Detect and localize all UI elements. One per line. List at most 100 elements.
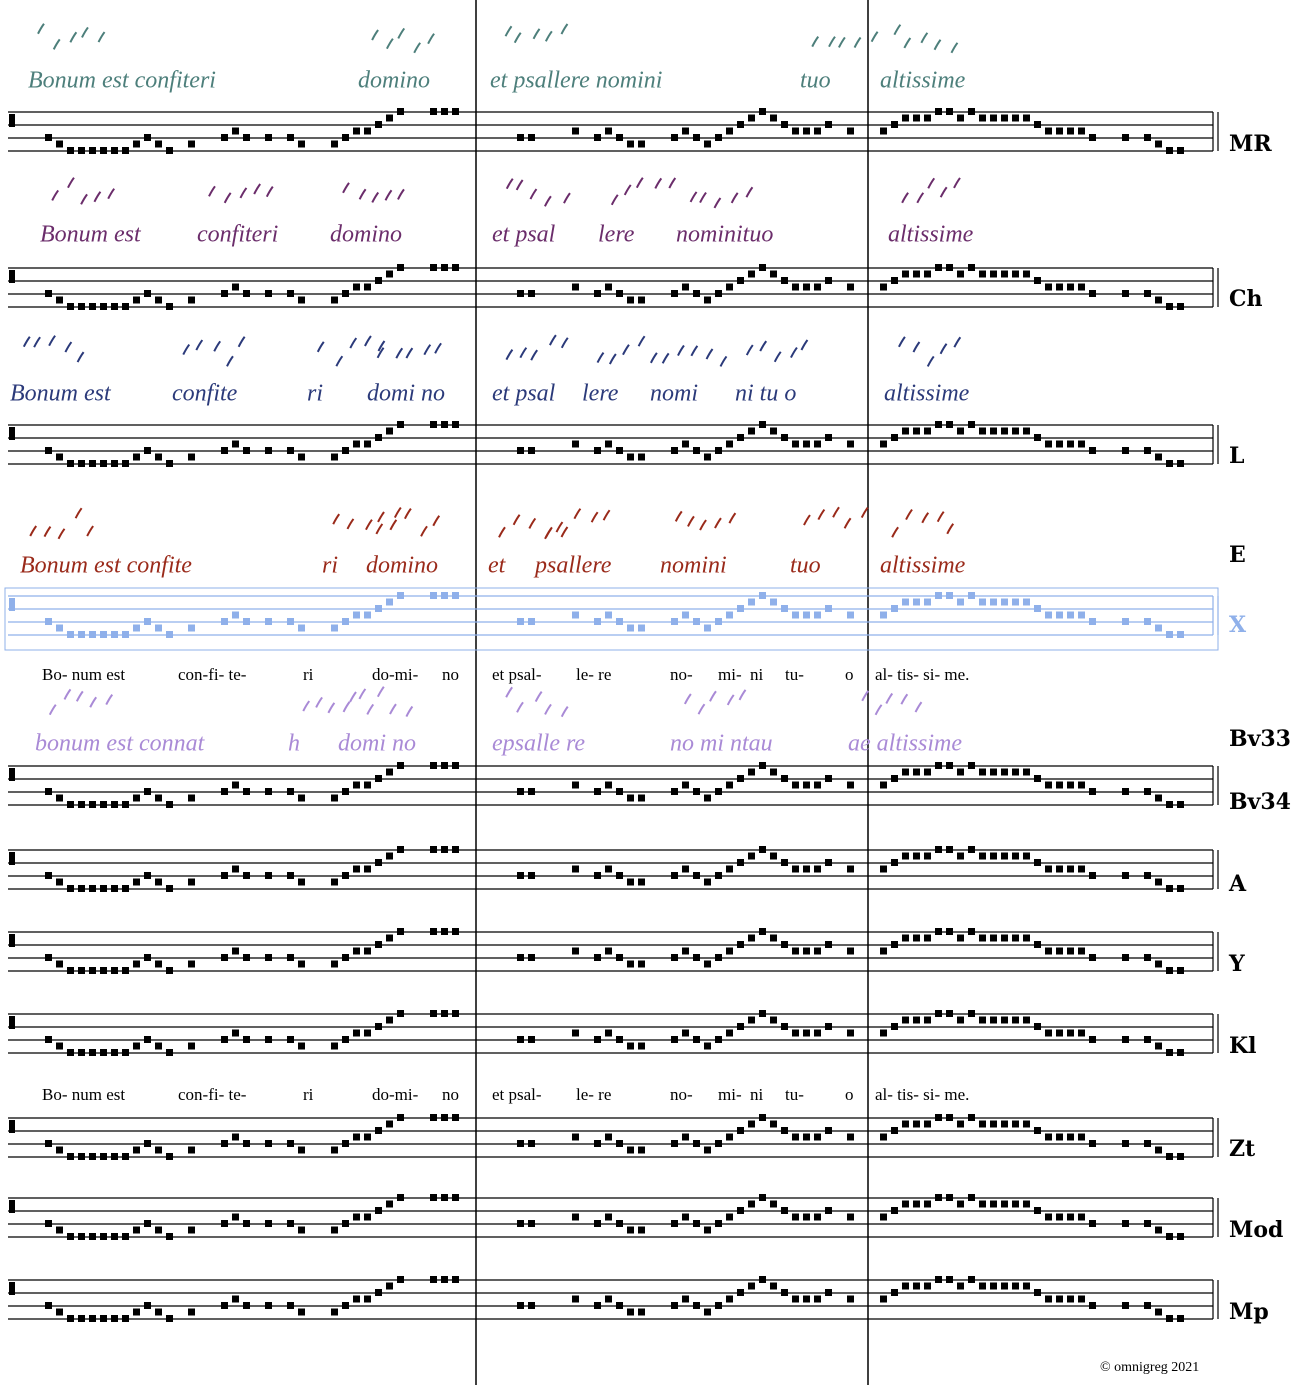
note xyxy=(572,947,579,955)
note xyxy=(188,140,195,148)
note xyxy=(144,134,151,141)
note xyxy=(1012,1016,1019,1024)
note xyxy=(1166,1315,1173,1322)
note xyxy=(935,264,942,271)
note xyxy=(1177,801,1184,808)
note xyxy=(155,794,162,802)
neume-stroke xyxy=(434,342,442,354)
neume-stroke xyxy=(377,340,386,352)
lyric: al- tis- si- me. xyxy=(875,1085,969,1104)
note xyxy=(902,1120,909,1128)
note xyxy=(671,954,678,961)
note xyxy=(528,788,535,795)
note xyxy=(759,1276,766,1283)
note xyxy=(704,624,711,632)
neume-stroke xyxy=(885,692,894,704)
note xyxy=(957,852,964,860)
note xyxy=(1155,794,1162,802)
note xyxy=(89,631,96,638)
note xyxy=(1155,453,1162,461)
lyric: al- tis- si- me. xyxy=(875,665,969,684)
note xyxy=(56,453,63,461)
note xyxy=(1045,1213,1052,1221)
note xyxy=(1166,967,1173,974)
clef xyxy=(9,427,15,440)
note xyxy=(441,1194,448,1201)
note xyxy=(144,1036,151,1043)
manuscript-text: et psallere nomini xyxy=(490,68,662,94)
note xyxy=(232,1213,239,1221)
note xyxy=(287,1220,294,1227)
neume-stroke xyxy=(738,689,747,701)
note xyxy=(935,846,942,853)
note xyxy=(1078,1029,1085,1037)
note xyxy=(1078,440,1085,448)
neume-stroke xyxy=(903,37,912,49)
note xyxy=(221,1302,228,1309)
note xyxy=(704,1226,711,1234)
manuscript-text: ni tu o xyxy=(735,381,796,407)
note xyxy=(56,1042,63,1050)
note xyxy=(78,1315,85,1322)
note xyxy=(924,934,931,942)
note xyxy=(517,134,524,141)
note xyxy=(671,1140,678,1147)
note xyxy=(1056,865,1063,873)
note xyxy=(1001,427,1008,435)
manuscript-text: domino xyxy=(366,553,438,579)
neume-stroke xyxy=(623,184,632,196)
note xyxy=(715,954,722,961)
note xyxy=(990,934,997,942)
neume-stroke xyxy=(690,345,699,357)
note xyxy=(232,611,239,619)
note xyxy=(1034,1023,1041,1030)
neume-stroke xyxy=(43,526,52,538)
note xyxy=(89,1049,96,1056)
note xyxy=(616,1140,623,1147)
note xyxy=(1045,127,1052,135)
note xyxy=(1078,1295,1085,1303)
neume-stroke xyxy=(668,177,677,189)
note xyxy=(902,768,909,776)
note xyxy=(232,781,239,789)
note xyxy=(155,878,162,886)
note xyxy=(924,768,931,776)
lyric: ri xyxy=(303,1085,314,1104)
note xyxy=(1001,598,1008,606)
note xyxy=(671,134,678,141)
note xyxy=(155,296,162,304)
note xyxy=(1034,605,1041,612)
note xyxy=(1122,1220,1129,1227)
note xyxy=(100,1049,107,1056)
note xyxy=(166,303,173,310)
note xyxy=(287,1140,294,1147)
note xyxy=(342,1036,349,1043)
note xyxy=(913,1282,920,1290)
note xyxy=(682,1133,689,1141)
note xyxy=(1089,1302,1096,1309)
note xyxy=(693,134,700,141)
note xyxy=(946,1276,953,1283)
note xyxy=(748,1016,755,1024)
neume-stroke xyxy=(182,343,191,356)
note xyxy=(364,611,371,619)
note xyxy=(1166,1049,1173,1056)
note xyxy=(298,1308,305,1316)
note xyxy=(781,605,788,612)
note xyxy=(375,859,382,866)
note xyxy=(726,865,733,873)
note xyxy=(45,954,52,961)
note xyxy=(792,1295,799,1303)
note xyxy=(957,934,964,942)
source-label: Bv34 xyxy=(1229,789,1291,815)
note xyxy=(891,775,898,782)
note xyxy=(1089,872,1096,879)
neume-stroke xyxy=(901,192,909,204)
note xyxy=(803,1295,810,1303)
note xyxy=(693,447,700,454)
note xyxy=(759,264,766,271)
note xyxy=(56,624,63,632)
note xyxy=(968,1276,975,1283)
note xyxy=(605,865,612,873)
lyric: do-mi- xyxy=(372,665,419,684)
